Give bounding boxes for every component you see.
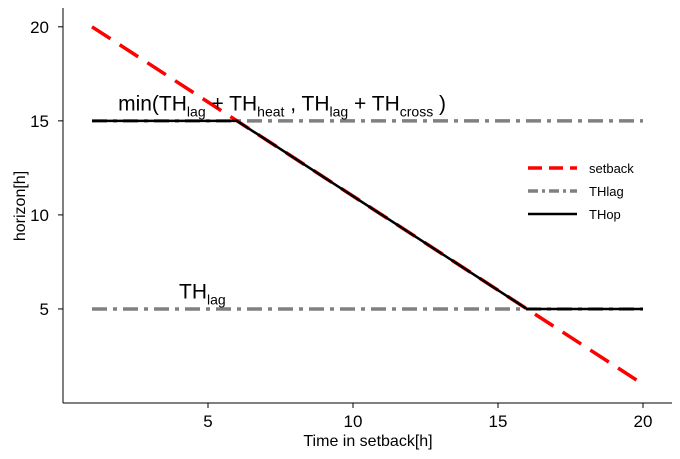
y-tick-label-15: 15 <box>30 112 49 131</box>
axes <box>62 8 672 404</box>
y-axis-title: horizon[h] <box>12 171 29 241</box>
legend: setback THlag THop <box>528 161 634 222</box>
series-setback-line <box>91 25 644 386</box>
annotation-upper: min(THlag + THheat , THlag + THcross ) <box>118 93 446 120</box>
plot-lines <box>91 25 644 386</box>
x-axis-title: Time in setback[h] <box>303 433 432 450</box>
annotation-lower: THlag <box>179 281 226 308</box>
x-tick-label-15: 15 <box>489 412 508 431</box>
legend-label-setback: setback <box>589 161 634 176</box>
x-tick-label-10: 10 <box>344 412 363 431</box>
y-tick-label-10: 10 <box>30 206 49 225</box>
y-tick-label-5: 5 <box>40 300 49 319</box>
ticks: 5 10 15 20 5 10 15 20 <box>30 18 652 431</box>
x-tick-label-5: 5 <box>203 412 212 431</box>
legend-label-thop: THop <box>589 207 621 222</box>
legend-label-thlag: THlag <box>589 184 624 199</box>
series-thop-line <box>92 119 643 311</box>
annotations: min(THlag + THheat , THlag + THcross ) TH… <box>118 93 446 308</box>
x-tick-label-20: 20 <box>634 412 653 431</box>
y-tick-label-20: 20 <box>30 18 49 37</box>
